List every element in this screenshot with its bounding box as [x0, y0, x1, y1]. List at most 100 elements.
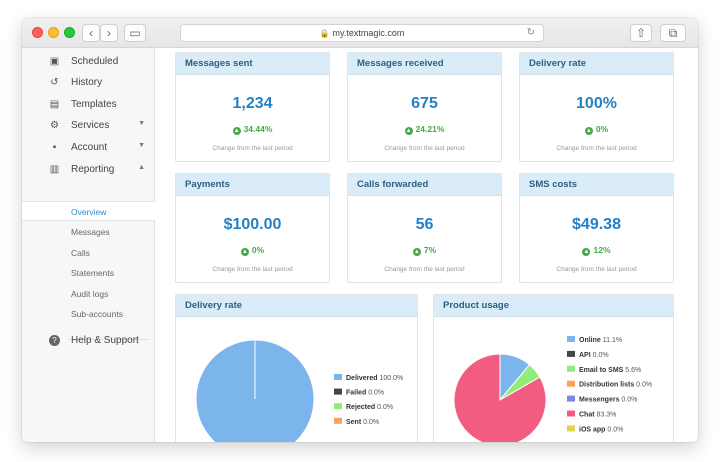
close-window-button[interactable]	[32, 27, 43, 38]
stat-card-messages-received: Messages received 675 ▲ 24.21% Change fro…	[347, 52, 502, 162]
arrow-up-icon: ▲	[412, 248, 421, 256]
sidebar-item-label: Help & Support	[71, 335, 139, 346]
stat-change-value: 0%	[595, 124, 609, 134]
share-icon[interactable]: ⇧	[630, 24, 652, 42]
stat-note: Change from the last period	[384, 266, 465, 273]
sidebar-item-help[interactable]: ? Help & Support	[22, 331, 155, 351]
clipboard-icon: ▤	[49, 99, 60, 110]
zoom-window-button[interactable]	[64, 27, 75, 38]
stat-value: 1,234	[232, 95, 273, 112]
sidebar-item-templates[interactable]: ▤ Templates	[22, 95, 155, 115]
bar-chart-icon: ▥	[49, 164, 60, 175]
sidebar-subitem-statements[interactable]: Statements	[22, 263, 155, 283]
user-icon: ▪	[52, 142, 57, 153]
stat-change: ▲ 0%	[520, 124, 673, 135]
legend-item-email-to-sms[interactable]: Email to SMS 5.6%	[579, 367, 641, 374]
stat-card-delivery-rate: Delivery rate 100% ▲ 0% Change from the l…	[519, 52, 674, 162]
chevron-up-icon: ▲	[138, 164, 145, 171]
sidebar-item-account[interactable]: ▪ Account ▼	[22, 138, 155, 158]
legend-item-sent[interactable]: Sent 0.0%	[346, 419, 379, 426]
forward-button[interactable]: ›	[100, 24, 118, 42]
legend-item-ios-app[interactable]: iOS app 0.0%	[579, 426, 623, 433]
minimize-window-button[interactable]	[48, 27, 59, 38]
sidebar-item-label: Templates	[71, 99, 117, 110]
card-title: SMS costs	[520, 174, 673, 196]
legend-swatch-online	[567, 336, 575, 342]
legend-swatch-distribution-lists	[567, 380, 575, 387]
stat-card-messages-sent: Messages sent 1,234 ▲ 34.44% Change from …	[175, 52, 330, 162]
card-title: Product usage	[434, 295, 673, 317]
sidebar-subitem-label: Audit logs	[71, 289, 109, 299]
sidebar-subitem-label: Calls	[71, 248, 90, 258]
question-icon: ?	[49, 335, 60, 346]
sidebar-item-history[interactable]: ↺ History	[22, 73, 155, 93]
history-icon: ↺	[50, 77, 59, 88]
sidebar-subitem-audit-logs[interactable]: Audit logs	[22, 284, 155, 304]
sidebar-toggle-icon[interactable]: ▭	[124, 24, 146, 42]
sidebar-subitem-label: Messages	[71, 227, 110, 237]
stat-change-value: 34.44%	[243, 124, 273, 134]
url-text: my.textmagic.com	[332, 28, 405, 38]
sidebar-item-scheduled[interactable]: ▣ Scheduled	[22, 52, 155, 72]
sidebar-divider	[68, 339, 148, 340]
sidebar-item-reporting[interactable]: ▥ Reporting ▲	[22, 160, 155, 180]
card-title: Messages received	[348, 53, 501, 75]
arrow-up-icon: ▲	[232, 127, 241, 135]
legend-swatch-rejected	[334, 403, 342, 410]
sidebar-subitem-sub-accounts[interactable]: Sub-accounts	[22, 304, 155, 324]
sidebar-item-label: Services	[71, 120, 110, 131]
stat-change-value: 0%	[251, 245, 265, 255]
stat-note: Change from the last period	[556, 266, 637, 273]
legend-item-delivered[interactable]: Delivered 100.0%	[346, 375, 403, 382]
stat-value: $49.38	[572, 216, 621, 233]
stat-card-payments: Payments $100.00 ▲ 0% Change from the las…	[175, 173, 330, 283]
gear-icon: ⚙	[50, 120, 59, 131]
legend-item-failed[interactable]: Failed 0.0%	[346, 390, 384, 397]
card-title: Payments	[176, 174, 329, 196]
sidebar-item-services[interactable]: ⚙ Services ▼	[22, 116, 155, 136]
browser-window: ‹ › ▭ 🔒 my.textmagic.com ↻ ⇧ ⧉ ▣ Schedule…	[22, 18, 698, 442]
legend-item-chat[interactable]: Chat 83.3%	[579, 412, 616, 419]
stat-change-value: 24.21%	[415, 124, 445, 134]
arrow-up-icon: ▲	[582, 248, 591, 256]
delivery-rate-chart-card: Delivery rate Delivered 100.0% Failed 0.0…	[175, 294, 418, 442]
legend-item-online[interactable]: Online 11.1%	[579, 337, 622, 344]
tabs-icon[interactable]: ⧉	[660, 24, 686, 42]
delivery-rate-pie-chart: Delivered 100.0% Failed 0.0% Rejected 0.0%…	[195, 339, 403, 442]
stat-card-calls-forwarded: Calls forwarded 56 ▲ 7% Change from the l…	[347, 173, 502, 283]
legend-swatch-api	[567, 350, 575, 357]
calendar-icon: ▣	[49, 56, 60, 67]
chevron-down-icon: ▼	[138, 142, 145, 149]
legend-swatch-delivered	[334, 374, 342, 380]
main-content: Messages sent 1,234 ▲ 34.44% Change from …	[155, 48, 698, 442]
address-bar[interactable]: 🔒 my.textmagic.com ↻	[180, 24, 544, 42]
card-title: Delivery rate	[520, 53, 673, 75]
sidebar-subitem-label: Overview	[71, 207, 107, 217]
sidebar-subitem-label: Sub-accounts	[71, 309, 123, 319]
legend-item-rejected[interactable]: Rejected 0.0%	[346, 404, 393, 411]
legend-swatch-failed	[334, 388, 342, 395]
legend-item-messengers[interactable]: Messengers 0.0%	[579, 397, 637, 404]
stat-change: ▲ 34.44%	[176, 124, 329, 135]
legend-swatch-email-to-sms	[567, 365, 575, 372]
pie-slice-chat[interactable]	[453, 353, 547, 442]
arrow-up-icon: ▲	[240, 248, 249, 256]
sidebar-subitem-messages[interactable]: Messages	[22, 222, 155, 242]
back-button[interactable]: ‹	[82, 24, 100, 42]
card-title: Messages sent	[176, 53, 329, 75]
sidebar-item-label: History	[71, 77, 103, 88]
sidebar-item-label: Scheduled	[71, 56, 119, 67]
legend-item-api[interactable]: API 0.0%	[579, 352, 609, 359]
sidebar-item-label: Account	[71, 142, 108, 153]
legend-item-distribution-lists[interactable]: Distribution lists 0.0%	[579, 382, 652, 389]
reload-icon[interactable]: ↻	[526, 27, 535, 38]
legend-swatch-sent	[334, 417, 342, 424]
stat-change: ▲ 7%	[348, 245, 501, 256]
sidebar-subitem-calls[interactable]: Calls	[22, 243, 155, 263]
stat-value: $100.00	[223, 216, 282, 233]
sidebar-subitem-label: Statements	[71, 268, 114, 278]
lock-icon: 🔒	[319, 29, 330, 38]
arrow-up-icon: ▲	[584, 127, 593, 135]
sidebar-subitem-overview[interactable]: Overview	[22, 201, 156, 221]
legend-swatch-messengers	[567, 395, 575, 402]
